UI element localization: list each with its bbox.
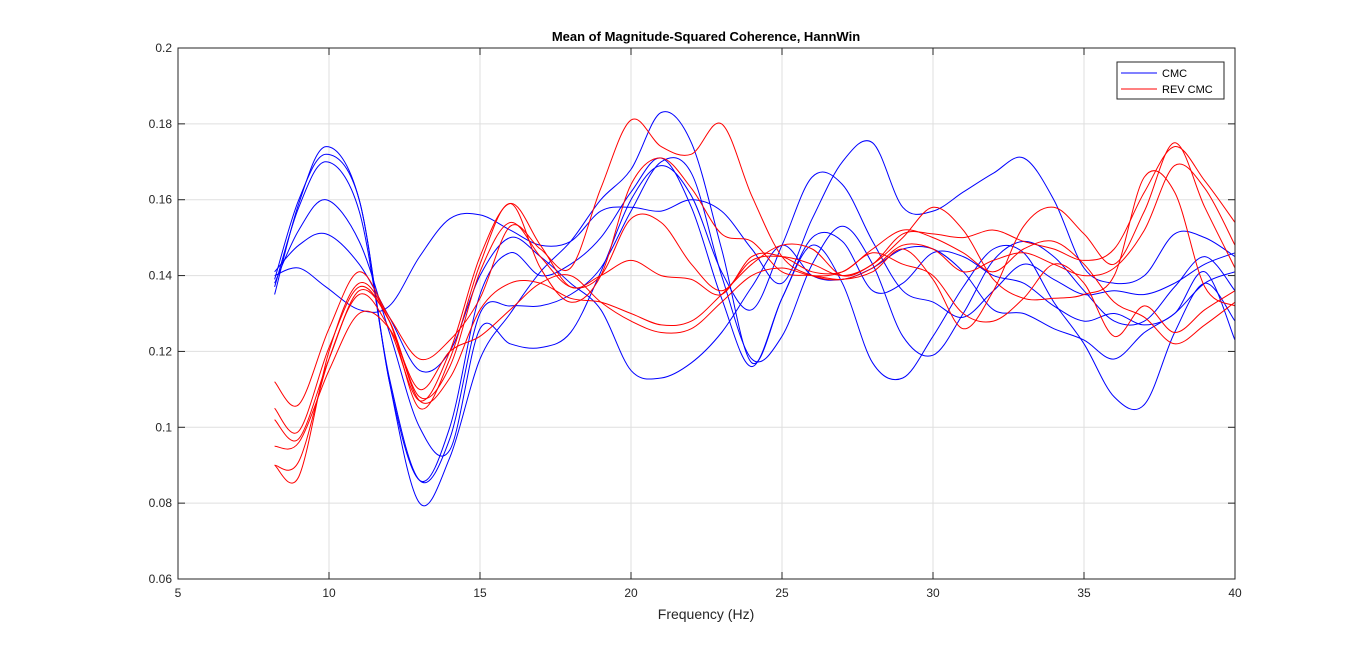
- legend-label-cmc: CMC: [1162, 68, 1187, 80]
- x-tick-label: 15: [473, 586, 487, 600]
- plot-area: [178, 48, 1235, 579]
- y-tick-label: 0.06: [149, 572, 173, 586]
- x-axis-title: Frequency (Hz): [658, 606, 754, 622]
- series-line-cmc-5: [274, 153, 1236, 483]
- y-tick-label: 0.08: [149, 496, 173, 510]
- x-tick-label: 40: [1228, 586, 1242, 600]
- series-line-cmc-4: [274, 157, 1236, 484]
- y-tick-label: 0.1: [155, 420, 172, 434]
- series-line-cmc-1: [274, 140, 1236, 313]
- legend: CMC REV CMC: [1116, 61, 1225, 100]
- y-tick-label: 0.14: [149, 269, 173, 283]
- x-tick-label: 30: [926, 586, 940, 600]
- y-tick-label: 0.18: [149, 117, 173, 131]
- series-line-cmc-2: [274, 232, 1236, 380]
- series-line-cmc-3: [274, 165, 1236, 457]
- y-tick-label: 0.16: [149, 193, 173, 207]
- y-tick-label: 0.2: [155, 41, 172, 55]
- legend-label-rev-cmc: REV CMC: [1162, 84, 1213, 96]
- axis-ticks: 5 10 15 20 25 30 35 40 0.06 0.08 0.1 0.12 0.14 0.16 0.…: [149, 41, 1242, 600]
- y-tick-label: 0.12: [149, 344, 173, 358]
- x-tick-label: 25: [775, 586, 789, 600]
- series-line-rev-cmc-8: [274, 146, 1236, 434]
- legend-box: [1116, 61, 1225, 100]
- axes-box: [177, 47, 1236, 580]
- x-tick-label: 20: [624, 586, 638, 600]
- series-line-cmc-6: [274, 111, 1236, 507]
- x-tick-label: 35: [1077, 586, 1091, 600]
- x-tick-label: 5: [175, 586, 182, 600]
- chart-title: Mean of Magnitude-Squared Coherence, Han…: [552, 29, 860, 44]
- series-line-rev-cmc-11: [274, 203, 1236, 471]
- plot-series: [274, 111, 1236, 507]
- series-line-rev-cmc-12: [274, 229, 1236, 450]
- x-tick-label: 10: [322, 586, 336, 600]
- series-line-rev-cmc-10: [274, 142, 1236, 484]
